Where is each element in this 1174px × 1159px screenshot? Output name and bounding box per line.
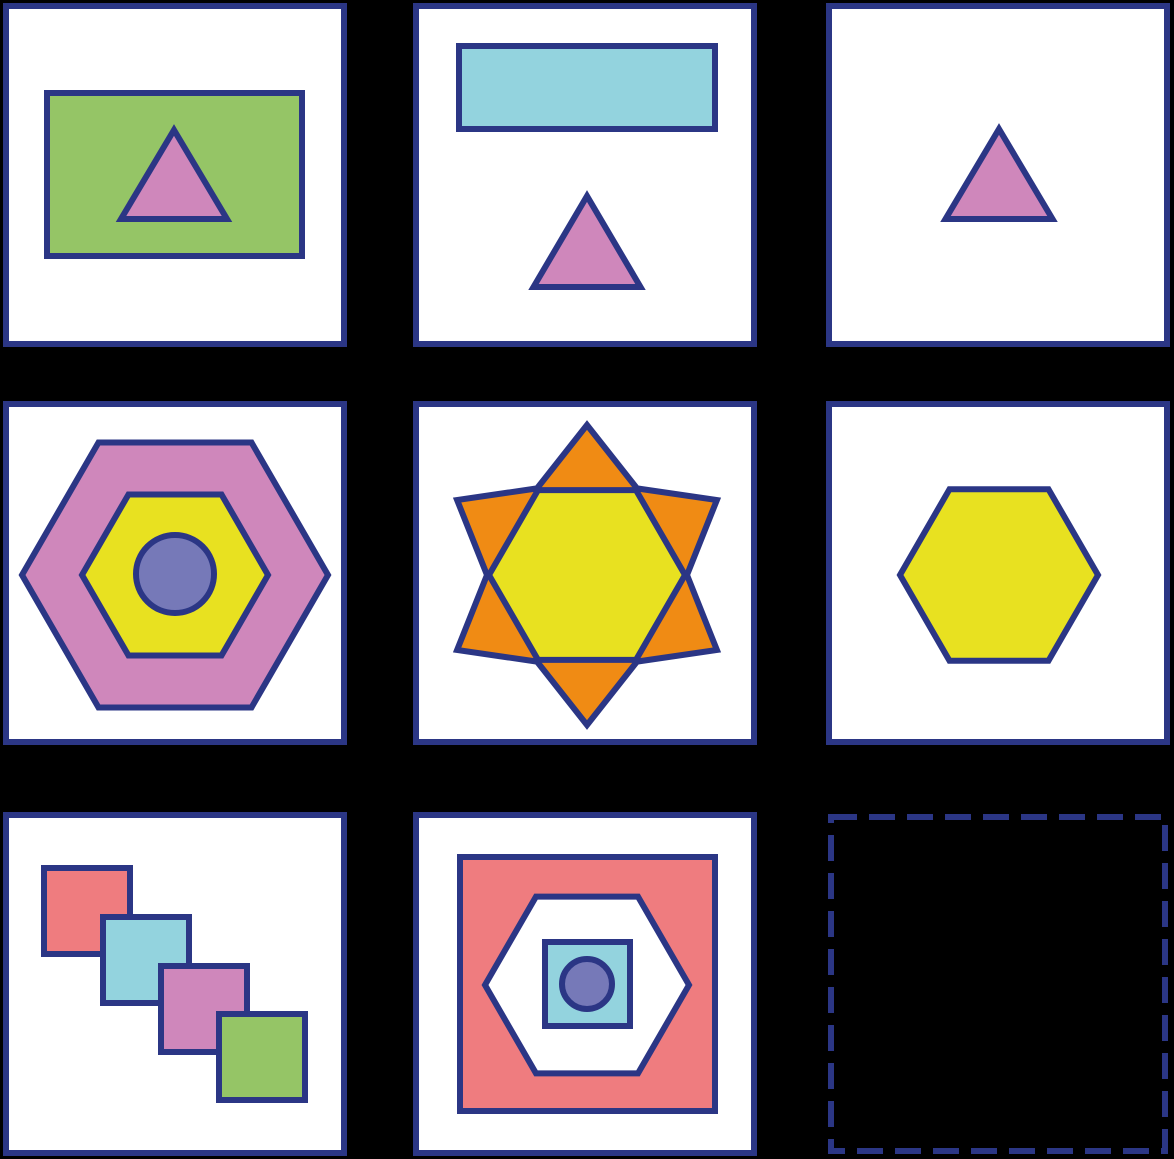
light-blue-rectangle <box>459 46 715 129</box>
green-square <box>219 1014 305 1100</box>
purple-circle <box>136 535 214 613</box>
purple-circle <box>562 959 612 1009</box>
answer-slot-dashed-box[interactable] <box>831 817 1165 1151</box>
